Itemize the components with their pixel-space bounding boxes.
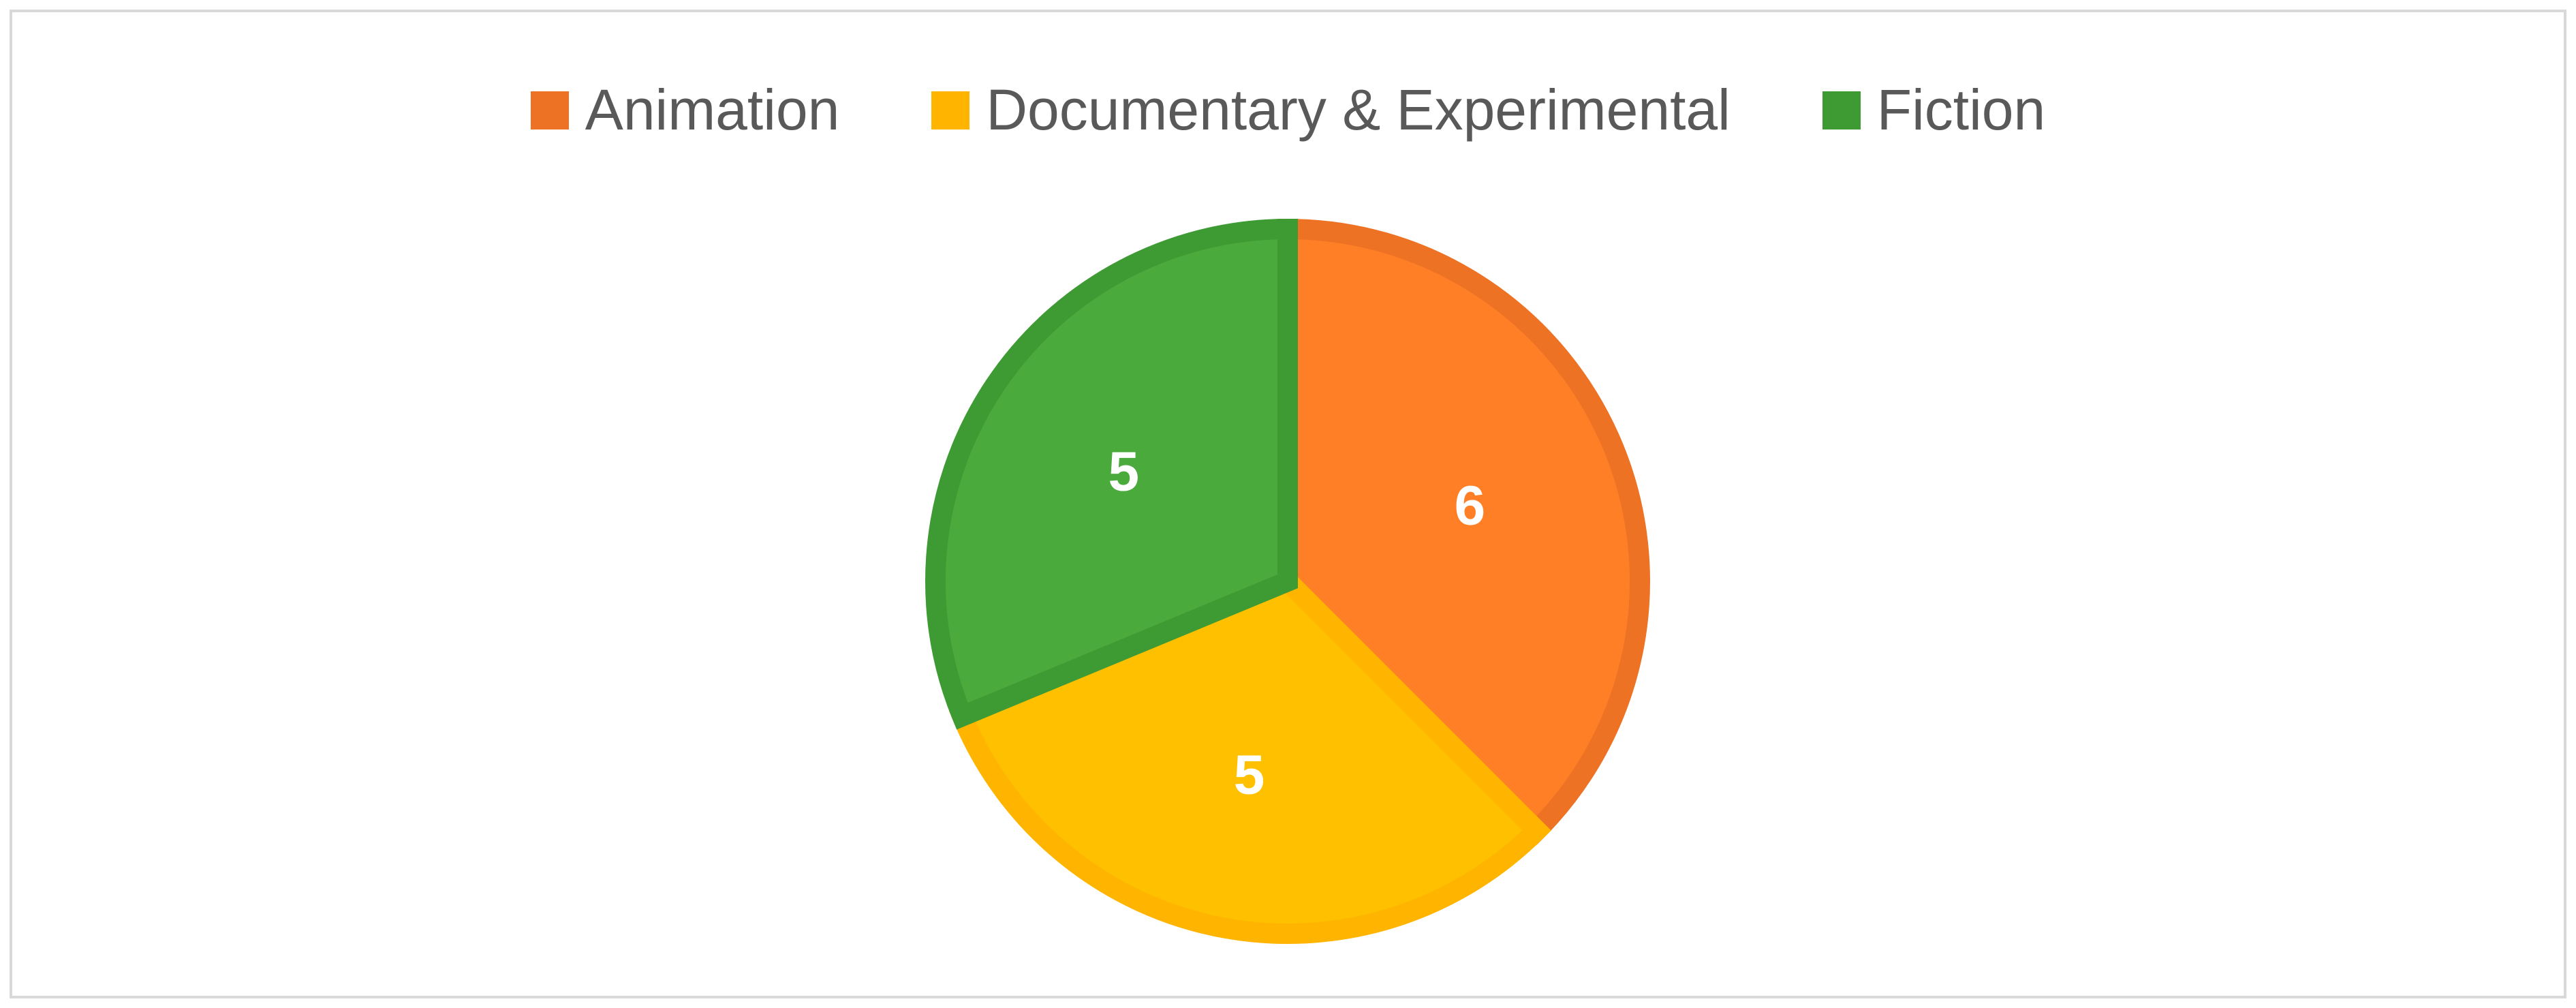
- pie-chart: 6 5 5: [925, 218, 1650, 944]
- legend-swatch-fiction: [1822, 91, 1861, 129]
- legend-item-animation: Animation: [530, 77, 840, 143]
- pie-slice-animation: [1277, 218, 1650, 845]
- legend-label-documentary: Documentary & Experimental: [986, 78, 1731, 142]
- legend-item-fiction: Fiction: [1822, 77, 2045, 143]
- pie-slice-fiction: [925, 218, 1298, 730]
- pie-slice-documentary: [948, 569, 1551, 944]
- data-label-animation: 6: [1455, 475, 1486, 537]
- legend-label-fiction: Fiction: [1876, 78, 2046, 142]
- data-label-fiction: 5: [1108, 441, 1139, 503]
- legend-swatch-animation: [530, 91, 569, 129]
- legend: Animation Documentary & Experimental Fic…: [12, 77, 2564, 143]
- legend-swatch-documentary: [931, 91, 970, 129]
- chart-area: Animation Documentary & Experimental Fic…: [10, 10, 2566, 998]
- legend-label-animation: Animation: [585, 78, 840, 142]
- data-label-documentary: 5: [1234, 744, 1265, 806]
- legend-item-documentary: Documentary & Experimental: [931, 77, 1731, 143]
